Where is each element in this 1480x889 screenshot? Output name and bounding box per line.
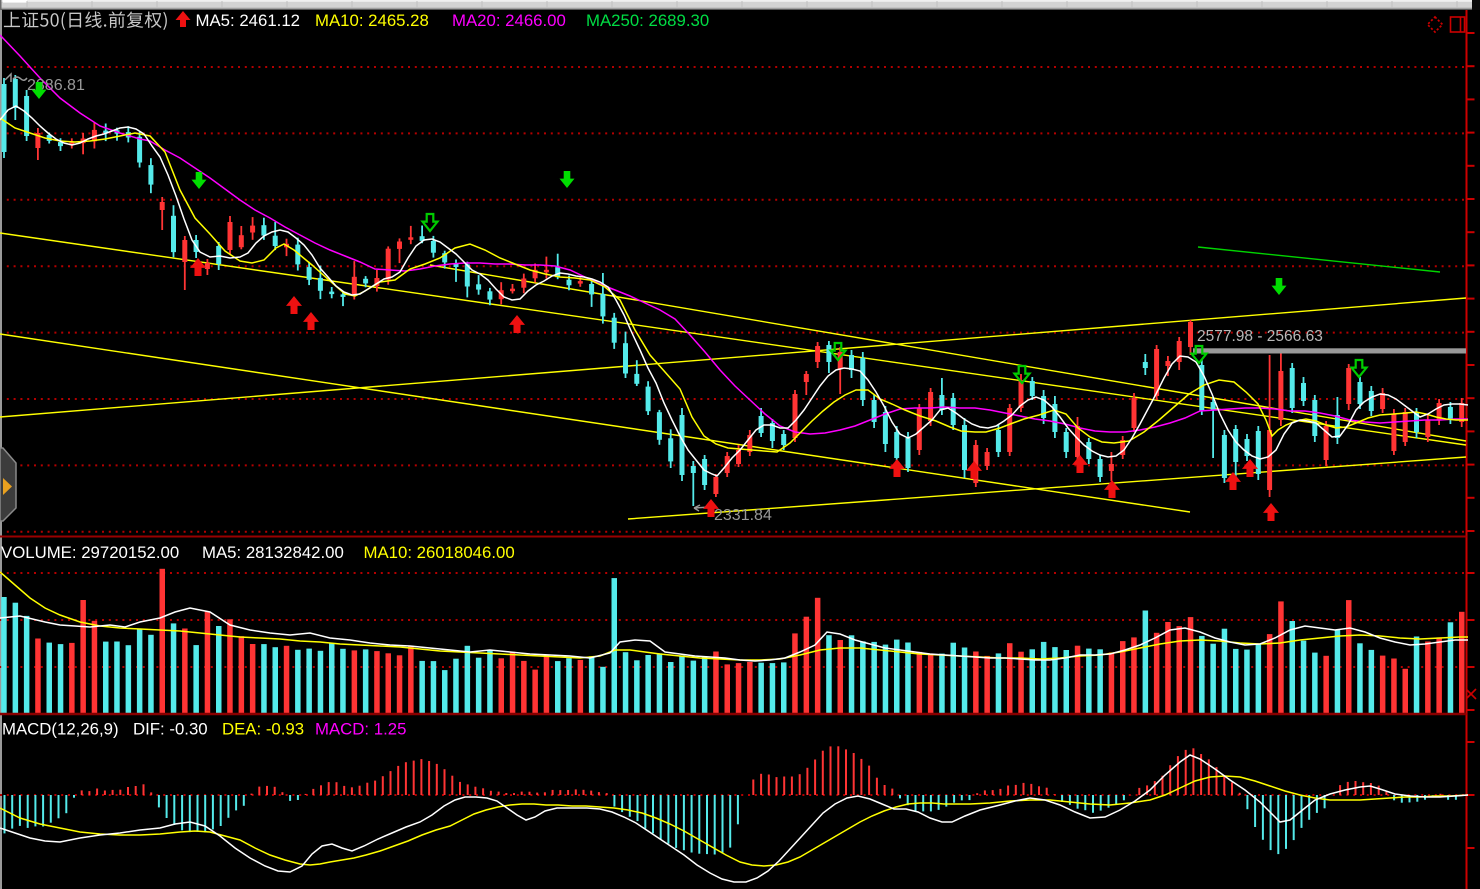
svg-text:VOLUME: 29720152.00: VOLUME: 29720152.00 — [1, 543, 179, 562]
svg-text:MACD(12,26,9): MACD(12,26,9) — [2, 720, 119, 739]
svg-text:MA10: 2465.28: MA10: 2465.28 — [315, 11, 429, 30]
svg-text:MA250: 2689.30: MA250: 2689.30 — [586, 11, 709, 30]
svg-text:MA10: 26018046.00: MA10: 26018046.00 — [364, 543, 515, 562]
svg-text:2577.98 - 2566.63: 2577.98 - 2566.63 — [1197, 328, 1323, 345]
svg-text:MACD: 1.25: MACD: 1.25 — [315, 720, 406, 739]
svg-text:MA20: 2466.00: MA20: 2466.00 — [452, 11, 566, 30]
svg-text:DIF: -0.30: DIF: -0.30 — [133, 720, 208, 739]
svg-text:MA5: 2461.12: MA5: 2461.12 — [196, 11, 301, 30]
svg-text:MA5: 28132842.00: MA5: 28132842.00 — [202, 543, 344, 562]
svg-text:2331.84: 2331.84 — [714, 507, 772, 524]
svg-text:DEA: -0.93: DEA: -0.93 — [222, 720, 304, 739]
